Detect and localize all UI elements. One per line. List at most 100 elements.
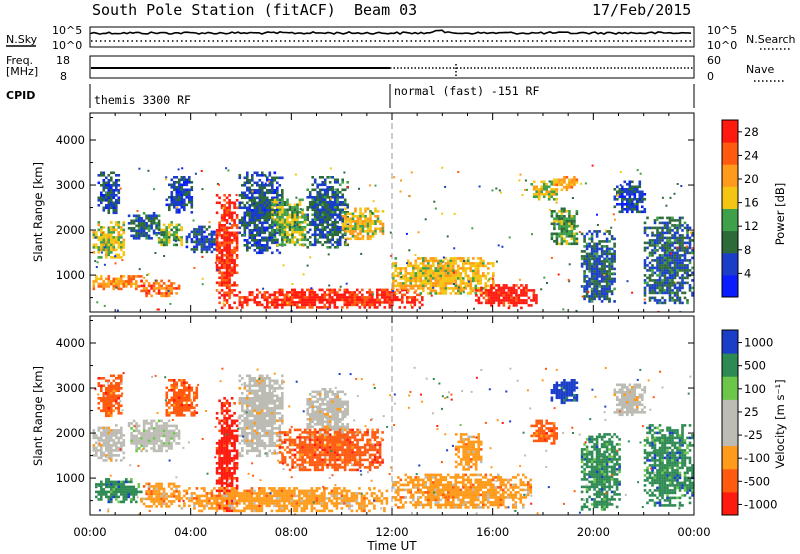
data-cell	[160, 447, 163, 450]
data-cell	[100, 451, 103, 455]
data-cell	[200, 245, 204, 249]
data-cell	[251, 211, 254, 215]
data-cell	[288, 206, 292, 209]
data-cell	[558, 232, 561, 236]
data-cell	[419, 267, 423, 270]
data-cell	[152, 487, 156, 491]
data-cell	[122, 241, 126, 244]
data-cell	[328, 203, 332, 207]
data-cell	[105, 397, 108, 400]
data-cell	[401, 296, 404, 299]
data-cell	[328, 176, 332, 179]
data-cell	[213, 243, 216, 246]
data-cell	[261, 186, 264, 190]
data-cell	[648, 261, 652, 265]
data-cell	[548, 208, 551, 211]
data-cell	[157, 238, 161, 242]
data-cell	[115, 429, 118, 432]
data-cell	[668, 216, 672, 220]
data-cell	[447, 262, 450, 265]
data-cell	[507, 286, 511, 290]
data-cell	[688, 269, 692, 272]
data-cell	[673, 301, 677, 305]
data-cell	[271, 236, 274, 240]
data-cell	[678, 249, 682, 252]
data-cell	[175, 231, 178, 234]
data-cell	[238, 194, 242, 197]
data-cell	[306, 188, 309, 192]
data-cell	[441, 166, 444, 169]
data-cell	[107, 231, 111, 234]
data-cell	[598, 297, 601, 301]
data-cell	[195, 240, 199, 244]
data-cell	[105, 444, 108, 447]
data-cell	[316, 238, 319, 242]
data-cell	[105, 480, 108, 484]
data-cell	[661, 269, 664, 272]
data-cell	[150, 439, 153, 443]
data-cell	[228, 201, 231, 205]
data-cell	[413, 291, 417, 294]
data-cell	[570, 237, 574, 241]
data-cell	[318, 213, 322, 217]
data-cell	[563, 178, 566, 182]
data-cell	[406, 301, 409, 304]
data-cell	[469, 267, 473, 270]
data-cell	[301, 293, 304, 297]
data-cell	[553, 225, 556, 228]
data-cell	[568, 232, 571, 236]
data-cell	[427, 277, 430, 280]
data-cell	[603, 285, 606, 288]
data-cell	[449, 282, 453, 285]
data-cell	[100, 275, 103, 278]
data-cell	[105, 404, 108, 408]
data-cell	[356, 237, 360, 241]
data-cell	[117, 174, 121, 177]
data-cell	[223, 236, 226, 240]
data-cell	[603, 250, 606, 253]
data-cell	[663, 279, 667, 282]
data-cell	[663, 241, 667, 245]
data-cell	[165, 241, 168, 244]
data-cell	[316, 213, 319, 217]
data-cell	[157, 434, 161, 438]
data-cell	[573, 237, 576, 241]
data-cell	[301, 236, 304, 239]
data-cell	[621, 198, 624, 201]
data-cell	[218, 229, 221, 232]
data-cell	[628, 195, 632, 199]
data-cell	[568, 222, 571, 226]
data-cell	[618, 190, 622, 194]
date-label: 17/Feb/2015	[592, 1, 691, 19]
data-cell	[598, 295, 601, 298]
data-cell	[621, 200, 624, 204]
data-cell	[603, 290, 606, 293]
data-cell	[102, 246, 106, 249]
data-cell	[348, 303, 352, 307]
data-cell	[215, 281, 219, 285]
data-cell	[110, 409, 113, 413]
data-cell	[160, 442, 163, 445]
data-cell	[107, 392, 111, 395]
data-cell	[105, 256, 108, 259]
data-cell	[145, 505, 148, 508]
data-cell	[321, 211, 324, 214]
data-cell	[691, 239, 694, 242]
data-cell	[417, 269, 420, 273]
data-cell	[192, 219, 195, 222]
data-cell	[537, 190, 541, 194]
data-cell	[96, 301, 99, 304]
data-cell	[258, 194, 262, 197]
data-cell	[368, 291, 372, 294]
data-cell	[598, 242, 601, 246]
data-cell	[418, 293, 422, 297]
data-cell	[318, 306, 322, 309]
data-cell	[270, 201, 273, 204]
data-cell	[173, 203, 176, 207]
data-cell	[321, 193, 324, 197]
data-cell	[223, 284, 226, 287]
data-cell	[112, 389, 116, 393]
data-cell	[585, 282, 589, 286]
data-cell	[485, 289, 488, 292]
data-cell	[643, 193, 647, 196]
